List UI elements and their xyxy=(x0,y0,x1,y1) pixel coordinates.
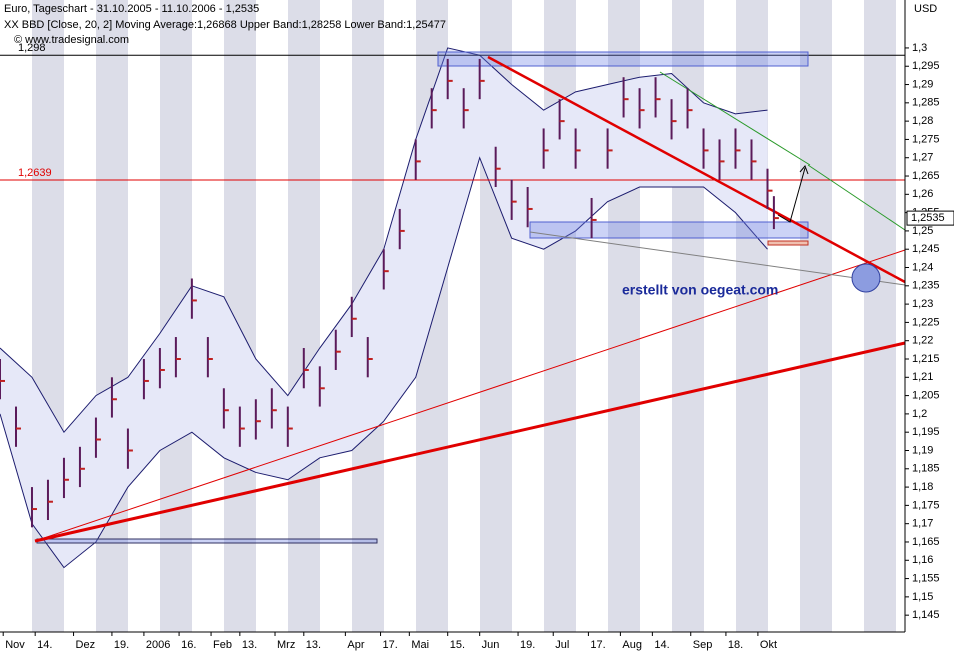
x-tick-label: 2006 xyxy=(146,639,170,651)
indicator-label: XX BBD [Close, 20, 2] Moving Average:1,2… xyxy=(4,19,446,31)
y-tick-label: 1,175 xyxy=(912,499,940,511)
y-tick-label: 1,295 xyxy=(912,60,940,72)
y-tick-label: 1,235 xyxy=(912,280,940,292)
stripe xyxy=(800,0,832,632)
y-tick-label: 1,165 xyxy=(912,536,940,548)
y-tick-label: 1,245 xyxy=(912,243,940,255)
y-tick-label: 1,195 xyxy=(912,426,940,438)
target-box xyxy=(767,240,809,246)
annotation: erstellt von oegeat.com xyxy=(622,282,778,298)
y-tick-label: 1,145 xyxy=(912,609,940,621)
last-price-label: 1,2535 xyxy=(911,212,945,224)
x-tick-label: 16. xyxy=(181,639,196,651)
x-tick-label: 15. xyxy=(450,639,465,651)
x-tick-label: Dez xyxy=(76,639,96,651)
y-tick-label: 1,265 xyxy=(912,170,940,182)
arrow xyxy=(777,167,806,223)
y-tick-label: 1,185 xyxy=(912,463,940,475)
x-tick-label: 14. xyxy=(654,639,669,651)
x-tick-label: 19. xyxy=(520,639,535,651)
y-tick-label: 1,215 xyxy=(912,353,940,365)
arrow-head xyxy=(799,165,809,175)
y-tick-label: 1,18 xyxy=(912,481,933,493)
level-label: 1,2639 xyxy=(18,167,52,179)
x-tick-label: Nov xyxy=(5,639,25,651)
trend-line xyxy=(659,71,811,166)
y-tick-label: 1,16 xyxy=(912,554,933,566)
stripe xyxy=(288,0,320,632)
y-tick-label: 1,155 xyxy=(912,572,940,584)
x-tick-label: 17. xyxy=(383,639,398,651)
y-tick-label: 1,24 xyxy=(912,261,933,273)
x-tick-label: 17. xyxy=(590,639,605,651)
x-tick-label: Mai xyxy=(411,639,429,651)
last-price-box xyxy=(906,210,954,226)
level-label: 1,298 xyxy=(18,42,46,54)
support-box xyxy=(529,221,809,239)
trend-line xyxy=(807,164,906,231)
stripe xyxy=(864,0,896,632)
y-tick-label: 1,29 xyxy=(912,78,933,90)
x-tick-label: 19. xyxy=(114,639,129,651)
y-tick-label: 1,225 xyxy=(912,316,940,328)
x-tick-label: Mrz xyxy=(277,639,295,651)
x-tick-label: 13. xyxy=(306,639,321,651)
x-tick-label: Jul xyxy=(555,639,569,651)
stripe xyxy=(736,0,768,632)
trend-line xyxy=(34,341,906,543)
y-tick-label: 1,205 xyxy=(912,390,940,402)
y-tick-label: 1,26 xyxy=(912,188,933,200)
y-axis-label: USD xyxy=(914,3,937,15)
lower-band xyxy=(0,156,768,569)
x-tick-label: 18. xyxy=(728,639,743,651)
y-tick-label: 1,22 xyxy=(912,335,933,347)
y-tick-label: 1,275 xyxy=(912,133,940,145)
stripe xyxy=(96,0,128,632)
y-tick-label: 1,25 xyxy=(912,225,933,237)
trend-line xyxy=(529,231,906,286)
y-tick-label: 1,23 xyxy=(912,298,933,310)
x-tick-label: Aug xyxy=(622,639,642,651)
trend-line xyxy=(34,249,906,542)
x-tick-label: Apr xyxy=(347,639,364,651)
x-tick-label: 13. xyxy=(242,639,257,651)
y-tick-label: 1,27 xyxy=(912,152,933,164)
target-circle xyxy=(851,263,881,293)
y-tick-label: 1,15 xyxy=(912,591,933,603)
chart-title: Euro, Tageschart - 31.10.2005 - 11.10.20… xyxy=(4,3,259,15)
base-box xyxy=(36,538,378,544)
source: © www.tradesignal.com xyxy=(14,34,129,46)
resistance-box xyxy=(437,51,809,67)
x-tick-label: Okt xyxy=(760,639,777,651)
y-tick-label: 1,3 xyxy=(912,42,927,54)
analysis-drawings xyxy=(34,51,906,544)
y-tick-label: 1,28 xyxy=(912,115,933,127)
y-tick-label: 1,21 xyxy=(912,371,933,383)
band-fill xyxy=(0,47,768,568)
y-tick-label: 1,19 xyxy=(912,444,933,456)
trend-line xyxy=(487,55,906,284)
horizontal-lines: 1,298 1,2639 xyxy=(0,42,905,181)
price-bars xyxy=(0,58,779,528)
y-tick-label: 1,17 xyxy=(912,518,933,530)
x-tick-label: Sep xyxy=(693,639,713,651)
y-tick-label: 1,2 xyxy=(912,408,927,420)
x-tick-label: 14. xyxy=(37,639,52,651)
x-tick-label: Jun xyxy=(482,639,500,651)
y-tick-label: 1,285 xyxy=(912,97,940,109)
x-tick-label: Feb xyxy=(213,639,232,651)
